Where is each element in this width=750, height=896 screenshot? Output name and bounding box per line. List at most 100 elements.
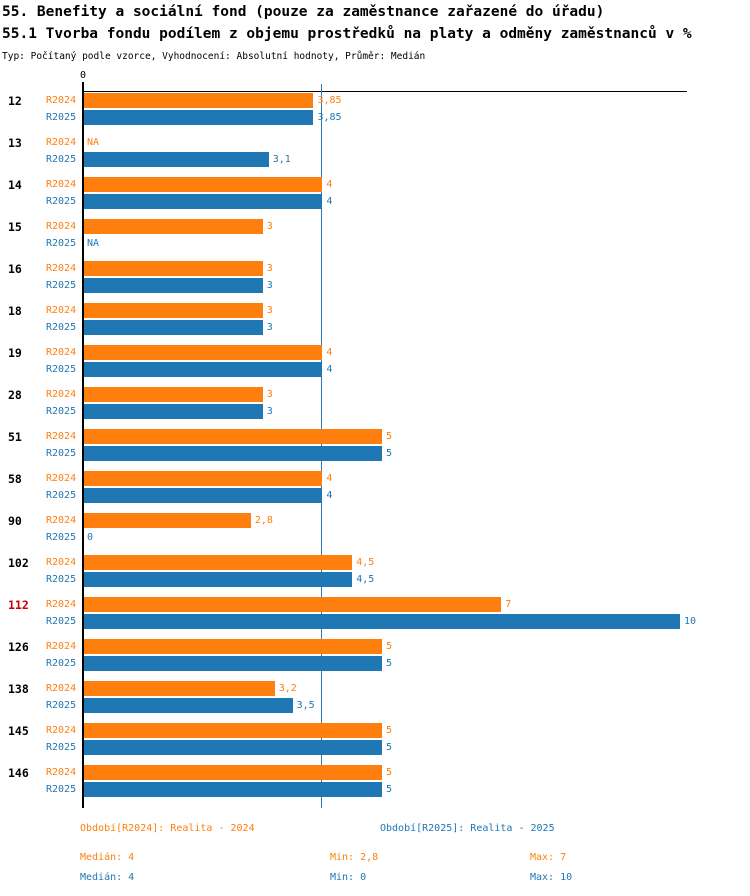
bar-r2024 — [84, 260, 263, 276]
category-label: 51 — [8, 429, 22, 444]
category-label: 16 — [8, 261, 22, 276]
series-label-r2024: R2024 — [46, 388, 77, 400]
value-label: 4 — [326, 346, 333, 358]
bar-r2025 — [84, 782, 382, 797]
category-label: 138 — [8, 681, 29, 696]
value-label: 3 — [266, 262, 273, 274]
bar-r2024 — [84, 722, 382, 738]
series-label-r2024: R2024 — [46, 262, 77, 274]
y-axis-line — [81, 90, 84, 808]
series-label-r2025: R2025 — [46, 280, 77, 291]
series-label-r2024: R2024 — [46, 598, 77, 610]
series-label-r2025: R2025 — [46, 112, 77, 123]
series-label-r2025: R2025 — [46, 448, 77, 459]
series-label-r2025: R2025 — [46, 406, 77, 417]
value-label: 3 — [266, 280, 273, 291]
value-label: 4 — [326, 472, 333, 484]
bar-chart: 0 12 R2024 3,85 R2025 3,85 13 R2024 NA R2025 3,1 1… — [8, 70, 696, 808]
value-label: 3,2 — [278, 682, 297, 694]
bar-r2024 — [84, 428, 382, 444]
series-label-r2024: R2024 — [46, 514, 77, 526]
bar-r2024 — [84, 512, 251, 528]
value-label: NA — [87, 238, 100, 249]
bar-r2025 — [84, 446, 382, 461]
series-label-r2024: R2024 — [46, 766, 77, 778]
series-label-r2025: R2025 — [46, 238, 77, 249]
series-label-r2024: R2024 — [46, 724, 77, 736]
value-label: 5 — [386, 766, 393, 778]
bar-r2024 — [84, 386, 263, 402]
category-label: 15 — [8, 219, 22, 234]
x-axis-tick — [82, 82, 84, 91]
value-label: 3,85 — [317, 94, 342, 106]
bar-r2025 — [84, 404, 263, 419]
value-label: 5 — [386, 784, 393, 795]
category-label: 13 — [8, 135, 22, 150]
bar-r2024 — [84, 764, 382, 780]
bar-r2024 — [84, 554, 353, 570]
legend-r2025: Období[R2025]: Realita - 2025 — [380, 823, 555, 834]
bar-r2025 — [84, 194, 323, 209]
series-label-r2025: R2025 — [46, 742, 77, 753]
bar-r2025 — [84, 362, 323, 377]
bar-r2025 — [84, 656, 382, 671]
value-label: 5 — [386, 658, 393, 669]
series-label-r2024: R2024 — [46, 304, 77, 316]
bar-r2025 — [84, 278, 263, 293]
bar-r2025 — [84, 572, 353, 587]
bar-r2025 — [84, 110, 314, 125]
series-label-r2025: R2025 — [46, 658, 77, 669]
category-label: 112 — [8, 597, 29, 612]
category-label: 90 — [8, 513, 22, 528]
value-label: 3 — [266, 304, 273, 316]
page-title: 55. Benefity a sociální fond (pouze za z… — [2, 4, 605, 20]
value-label: 3 — [266, 322, 273, 333]
stat-max-r2025: Max: 10 — [530, 872, 573, 883]
value-label: 3 — [266, 388, 273, 400]
category-label: 146 — [8, 765, 29, 780]
stat-median-r2024: Medián: 4 — [80, 852, 135, 863]
bar-r2025 — [84, 152, 269, 167]
category-label: 58 — [8, 471, 22, 486]
series-label-r2025: R2025 — [46, 700, 77, 711]
legend-r2024: Období[R2024]: Realita - 2024 — [80, 823, 255, 834]
bar-r2024 — [84, 680, 275, 696]
series-label-r2025: R2025 — [46, 532, 77, 543]
value-label: 5 — [386, 640, 393, 652]
category-label: 19 — [8, 345, 22, 360]
series-label-r2025: R2025 — [46, 322, 77, 333]
value-label: 5 — [386, 742, 393, 753]
bar-r2025 — [84, 698, 293, 713]
stat-min-r2025: Min: 0 — [330, 872, 367, 883]
bar-r2024 — [84, 176, 323, 192]
value-label: 5 — [386, 430, 393, 442]
category-label: 12 — [8, 93, 22, 108]
bar-r2025 — [84, 488, 323, 503]
bar-r2024 — [84, 302, 263, 318]
stat-min-r2024: Min: 2,8 — [330, 852, 379, 863]
bar-r2024 — [84, 596, 502, 612]
series-label-r2024: R2024 — [46, 136, 77, 148]
series-label-r2024: R2024 — [46, 640, 77, 652]
category-label: 102 — [8, 555, 29, 570]
value-label: 7 — [505, 598, 512, 610]
bar-r2025 — [84, 614, 680, 629]
category-label: 18 — [8, 303, 22, 318]
value-label: 5 — [386, 724, 393, 736]
series-label-r2025: R2025 — [46, 364, 77, 375]
series-label-r2024: R2024 — [46, 556, 77, 568]
bar-r2025 — [84, 320, 263, 335]
series-label-r2025: R2025 — [46, 196, 77, 207]
value-label: 4 — [326, 364, 333, 375]
series-label-r2024: R2024 — [46, 430, 77, 442]
chart-title: 55.1 Tvorba fondu podílem z objemu prost… — [2, 26, 692, 42]
value-label: 4 — [326, 178, 333, 190]
series-label-r2024: R2024 — [46, 346, 77, 358]
series-label-r2025: R2025 — [46, 616, 77, 627]
value-label: 4,5 — [356, 556, 375, 568]
category-label: 145 — [8, 723, 29, 738]
bar-r2024 — [84, 470, 323, 486]
value-label: 4,5 — [356, 574, 375, 585]
x-axis-tick-label: 0 — [79, 70, 87, 81]
